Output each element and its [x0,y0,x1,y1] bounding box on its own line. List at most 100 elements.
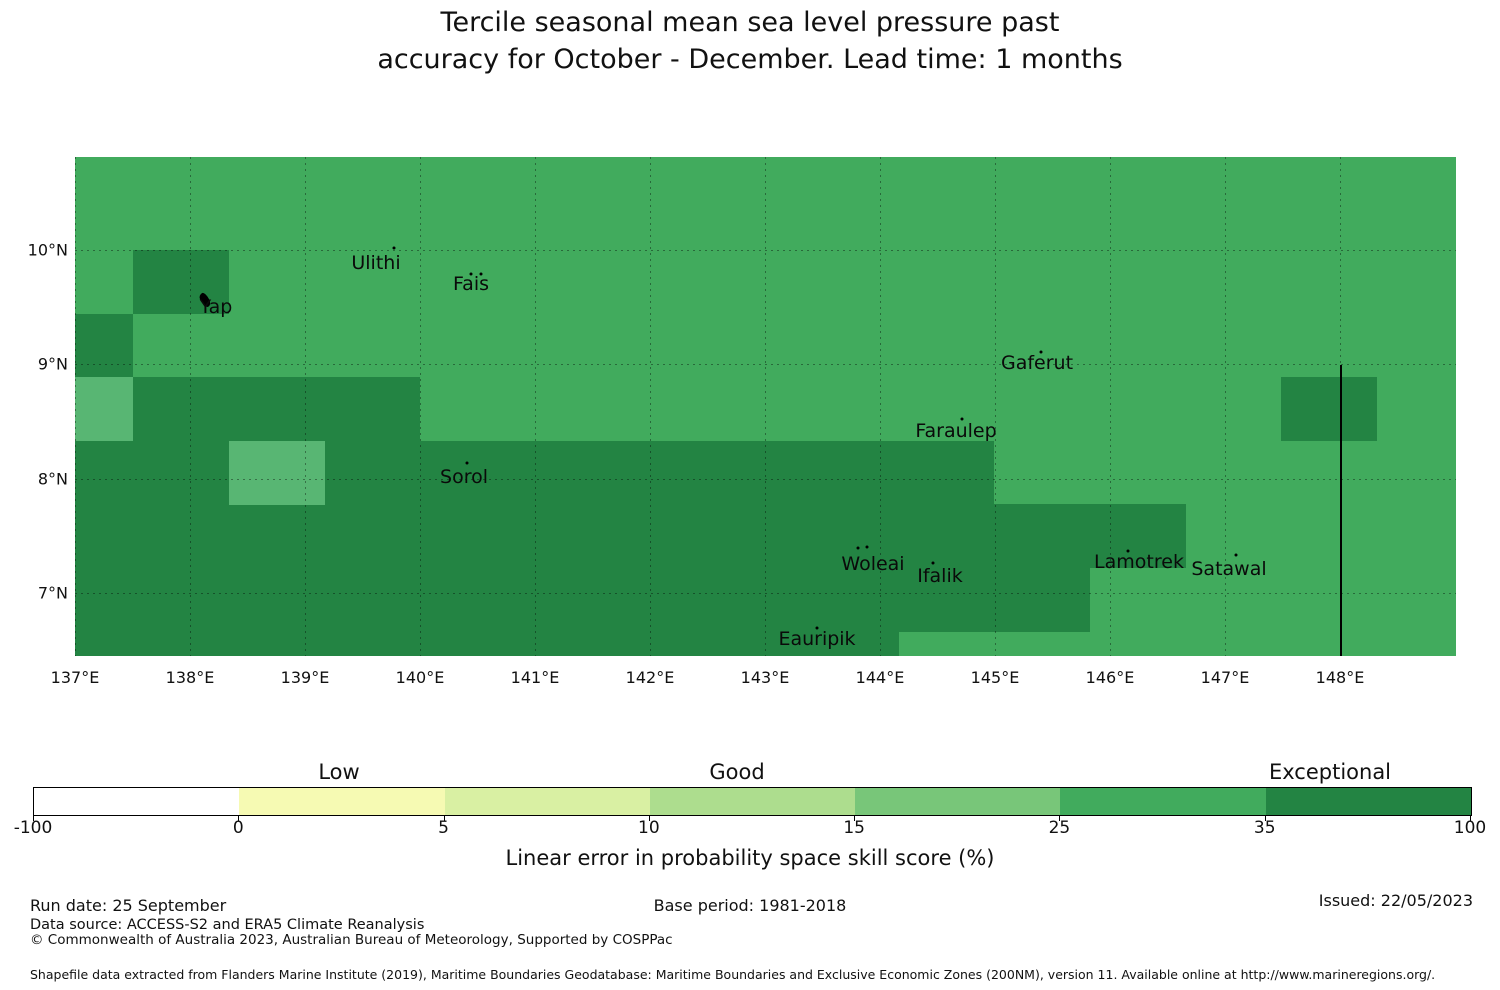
colorbar-category-low: Low [318,760,360,784]
island-marker-ifalik [931,561,935,565]
gridline-vertical [420,157,421,656]
y-tick-label: 8°N [37,469,68,489]
island-marker-ulithi [392,246,396,250]
island-marker-faraulep [960,417,964,421]
x-tick-label: 138°E [165,668,215,687]
colorbar-tick [238,815,240,821]
y-tick-label: 10°N [27,240,68,260]
island-label-fais: Fais [452,273,490,295]
chart-title-line1: Tercile seasonal mean sea level pressure… [440,7,1060,38]
x-tick-label: 143°E [740,668,790,687]
colorbar-tick [1059,815,1061,821]
colorbar-segment-5-10 [444,788,650,815]
gridline-vertical [305,157,306,656]
skill-region-35-100 [1281,377,1377,441]
colorbar-tick [1470,815,1471,821]
x-tick-label: 139°E [280,668,330,687]
island-label-gaferut: Gaferut [1000,352,1074,374]
island-label-eauripik: Eauripik [778,628,856,650]
gridline-horizontal [75,479,1456,480]
x-tick-label: 148°E [1315,668,1365,687]
x-tick-label: 141°E [510,668,560,687]
colorbar-tick-label: 35 [1253,818,1276,838]
colorbar [33,787,1472,816]
colorbar-caption: Linear error in probability space skill … [505,846,995,870]
island-marker-sorol [465,461,469,465]
x-tick-label: 145°E [970,668,1020,687]
skill-region-35-100 [75,313,133,378]
colorbar-tick-label: -100 [13,818,53,838]
colorbar-tick [33,815,34,821]
island-label-woleai: Woleai [841,553,905,575]
colorbar-segment-10-15 [649,788,856,815]
x-tick-label: 144°E [855,668,905,687]
island-label-faraulep: Faraulep [915,420,997,442]
y-tick-label: 9°N [37,354,68,374]
island-marker-gaferut [1039,350,1043,354]
x-tick-label: 137°E [50,668,100,687]
colorbar-segment-0-5 [239,788,445,815]
island-marker-woleai [856,546,860,550]
island-label-lamotrek: Lamotrek [1094,551,1184,573]
gridline-vertical [995,157,996,656]
colorbar-category-good: Good [709,760,765,784]
skill-map: Yap Ulithi Fais Gaferut Faraulep Sorol Woleai I… [75,157,1456,656]
colorbar-tick-label: 5 [438,818,449,838]
colorbar-tick [648,815,650,821]
skill-region-35-100 [75,631,899,656]
island-marker-fais [469,272,473,276]
island-label-ifalik: Ifalik [917,565,963,587]
chart-title: Tercile seasonal mean sea level pressure… [0,4,1500,78]
copyright-text: © Commonwealth of Australia 2023, Austra… [30,932,673,948]
x-tick-label: 147°E [1200,668,1250,687]
colorbar-tick [1264,815,1266,821]
colorbar-tick [854,815,856,821]
chart-title-line2: accuracy for October - December. Lead ti… [377,44,1123,75]
gridline-vertical [650,157,651,656]
x-tick-label: 146°E [1085,668,1135,687]
island-marker-fais [479,272,483,276]
data-source-text: Data source: ACCESS-S2 and ERA5 Climate … [30,917,425,933]
colorbar-tick-label: 15 [843,818,865,838]
colorbar-category-exceptional: Exceptional [1268,760,1392,784]
eez-boundary-line [1340,365,1342,656]
colorbar-segment-15-25 [855,788,1061,815]
skill-region-15-25 [75,377,133,441]
island-label-ulithi: Ulithi [351,252,401,274]
gridline-vertical [190,157,191,656]
island-marker-woleai [865,545,869,549]
colorbar-segment-25-35 [1060,788,1266,815]
gridline-vertical [1110,157,1111,656]
colorbar-tick-label: 100 [1453,818,1487,838]
colorbar-segment-35-100 [1265,788,1471,815]
skill-region-35-100 [133,250,229,314]
gridline-vertical [75,157,76,656]
skill-region-35-100 [75,567,1090,632]
island-label-satawal: Satawal [1191,558,1267,580]
x-tick-label: 140°E [395,668,445,687]
gridline-horizontal [75,364,1456,365]
skill-region-15-25 [229,440,325,505]
issued-date-text: Issued: 22/05/2023 [1318,891,1473,910]
run-date-text: Run date: 25 September [30,896,227,915]
x-tick-label: 142°E [625,668,675,687]
island-label-sorol: Sorol [440,466,488,488]
skill-region-35-100 [75,504,1186,568]
colorbar-tick-label: 25 [1048,818,1071,838]
gridline-horizontal [75,250,1456,251]
island-marker-satawal [1234,553,1238,557]
gridline-vertical [1225,157,1226,656]
gridline-vertical [535,157,536,656]
island-marker-eauripik [815,626,819,630]
shapefile-attribution-text: Shapefile data extracted from Flanders M… [30,967,1436,982]
gridline-vertical [765,157,766,656]
gridline-horizontal [75,593,1456,594]
colorbar-segment--100-0 [34,788,240,815]
gridline-vertical [880,157,881,656]
base-period-text: Base period: 1981-2018 [653,896,847,915]
colorbar-tick-label: 0 [232,818,244,838]
colorbar-tick [443,815,445,821]
skill-region-35-100 [133,377,420,441]
island-marker-lamotrek [1126,549,1130,553]
